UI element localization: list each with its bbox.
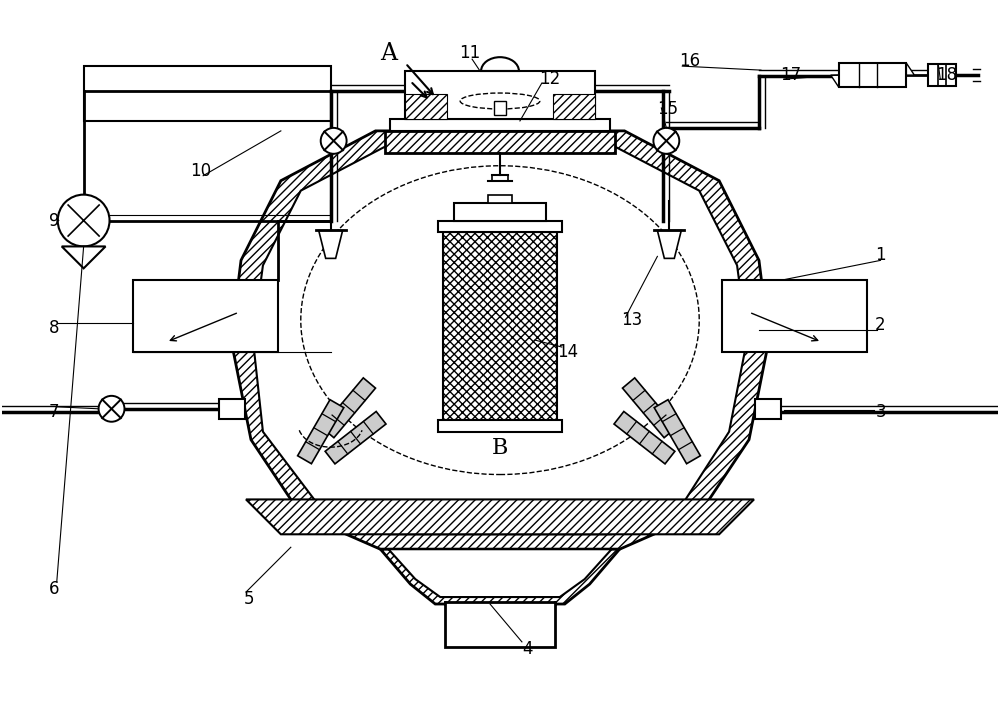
Bar <box>443 232 557 420</box>
Polygon shape <box>231 131 769 550</box>
Polygon shape <box>253 144 747 535</box>
Text: 15: 15 <box>657 100 678 118</box>
Bar <box>488 195 512 202</box>
Bar <box>445 602 555 647</box>
Polygon shape <box>657 231 681 258</box>
Text: 17: 17 <box>780 66 801 84</box>
Circle shape <box>58 195 110 246</box>
Bar <box>839 63 906 87</box>
Circle shape <box>321 128 347 154</box>
Text: 11: 11 <box>459 44 481 62</box>
Circle shape <box>653 128 679 154</box>
Text: 4: 4 <box>523 640 533 658</box>
Text: B: B <box>492 437 508 459</box>
Bar <box>390 119 610 131</box>
Text: 12: 12 <box>539 70 560 88</box>
Text: 6: 6 <box>49 580 59 598</box>
Bar <box>405 71 595 119</box>
Polygon shape <box>622 378 676 437</box>
Text: 8: 8 <box>49 319 59 337</box>
Bar <box>438 420 562 432</box>
Polygon shape <box>906 63 914 75</box>
Bar <box>133 280 278 352</box>
Bar <box>553 94 595 119</box>
Polygon shape <box>62 246 106 268</box>
Bar <box>219 399 245 419</box>
Text: A: A <box>380 42 397 65</box>
Bar <box>405 94 447 119</box>
Text: 2: 2 <box>875 316 886 334</box>
Bar <box>84 66 331 121</box>
Bar <box>722 280 867 352</box>
Text: 16: 16 <box>679 52 700 70</box>
Polygon shape <box>831 75 839 87</box>
Bar <box>755 399 781 419</box>
Bar <box>385 131 615 153</box>
Text: 3: 3 <box>875 403 886 421</box>
Polygon shape <box>246 499 754 535</box>
Text: 7: 7 <box>49 403 59 421</box>
Text: 1: 1 <box>875 246 886 264</box>
Text: 18: 18 <box>936 66 957 84</box>
Bar <box>438 221 562 232</box>
Polygon shape <box>388 550 612 597</box>
Polygon shape <box>322 378 376 437</box>
Polygon shape <box>325 412 386 464</box>
Bar <box>454 202 546 221</box>
Bar <box>928 64 956 86</box>
Circle shape <box>99 396 124 422</box>
Text: 9: 9 <box>49 212 59 229</box>
Polygon shape <box>380 550 620 604</box>
Text: 5: 5 <box>244 590 254 608</box>
Text: 10: 10 <box>191 162 212 180</box>
Bar <box>494 101 506 115</box>
Text: 13: 13 <box>621 311 642 329</box>
Text: 14: 14 <box>557 343 578 361</box>
Polygon shape <box>319 231 343 258</box>
Polygon shape <box>298 400 344 464</box>
Polygon shape <box>614 412 675 464</box>
Polygon shape <box>654 400 700 464</box>
